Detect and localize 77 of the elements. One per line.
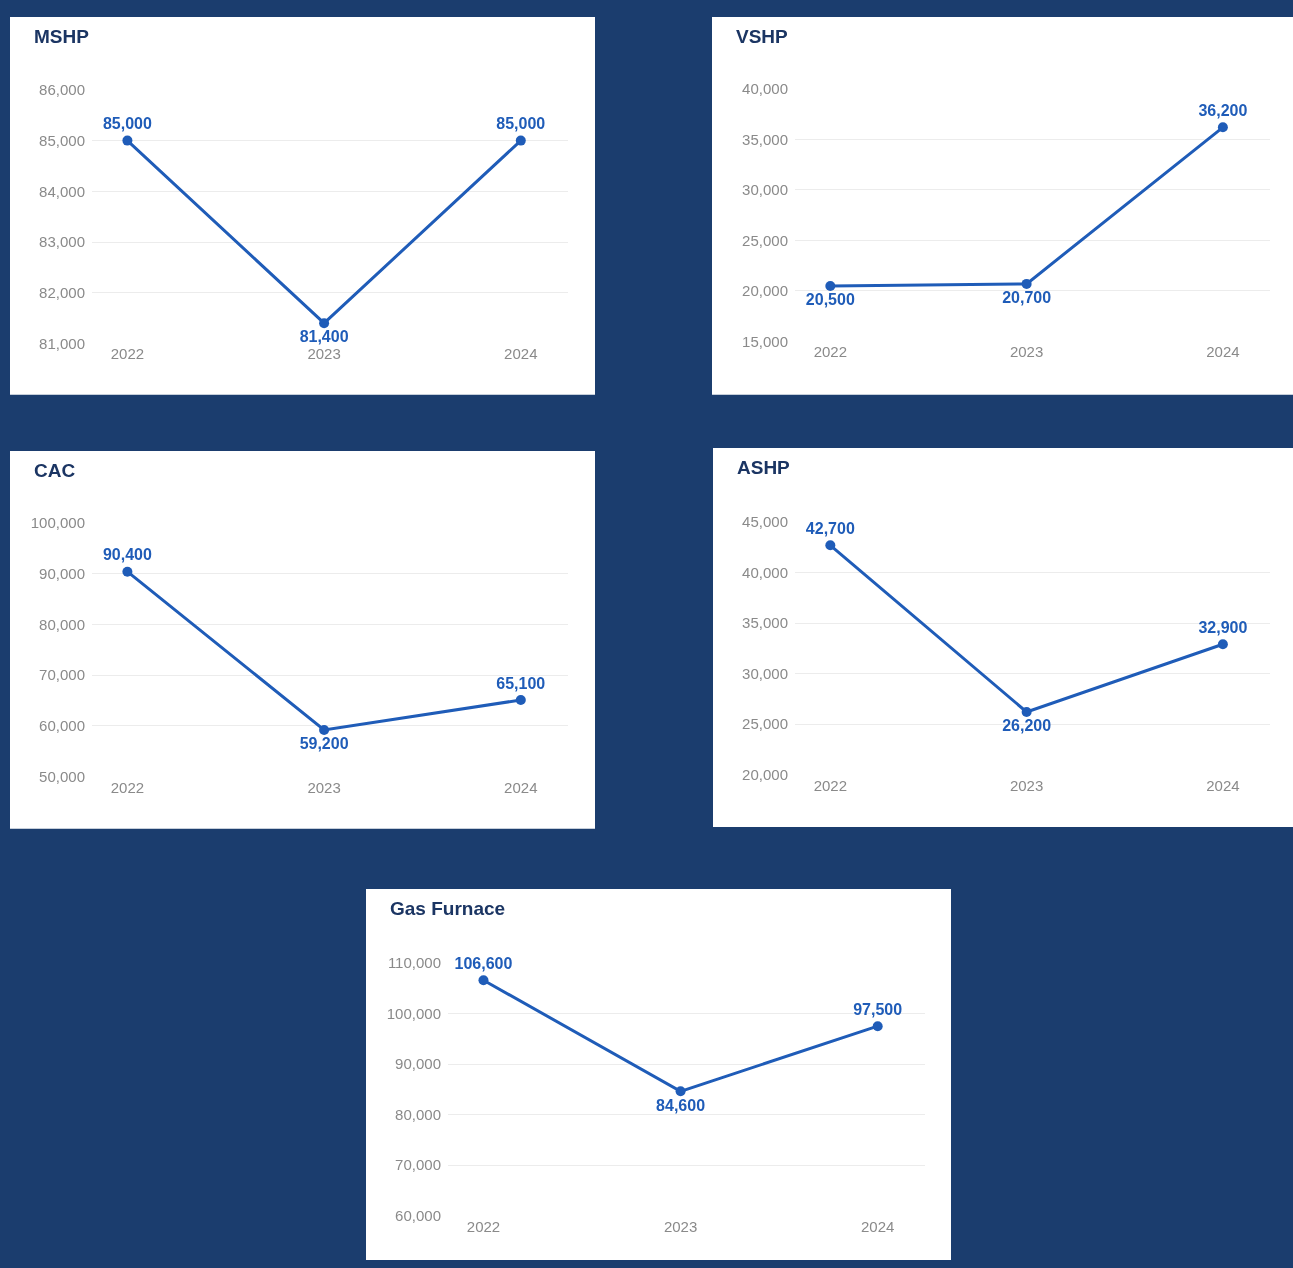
- y-tick-label: 83,000: [39, 233, 85, 251]
- x-tick-label: 2022: [813, 343, 848, 361]
- y-tick-label: 82,000: [39, 283, 85, 301]
- y-tick-label: 110,000: [387, 954, 441, 972]
- y-tick-label: 70,000: [395, 1156, 441, 1174]
- y-tick-label: 20,000: [742, 282, 788, 300]
- x-tick-label: 2024: [1206, 776, 1240, 794]
- chart-title: VSHP: [736, 26, 789, 47]
- x-tick-label: 2024: [504, 345, 538, 363]
- data-label: 20,700: [1002, 289, 1052, 307]
- point: [825, 280, 836, 291]
- x-tick-label: 2023: [1009, 343, 1044, 361]
- y-tick-label: 40,000: [742, 80, 788, 98]
- y-tick-label: 50,000: [39, 767, 85, 785]
- x-tick-label: 2023: [307, 345, 341, 363]
- y-tick-label: 15,000: [742, 332, 788, 350]
- data-label: 32,900: [1198, 619, 1248, 637]
- y-tick-label: 30,000: [742, 664, 788, 682]
- point: [1217, 122, 1228, 133]
- chart-title: CAC: [34, 460, 76, 481]
- y-tick-label: 25,000: [742, 231, 788, 249]
- data-label: 85,000: [496, 115, 546, 133]
- y-tick-label: 85,000: [39, 131, 85, 149]
- y-tick-label: 45,000: [742, 513, 788, 531]
- x-tick-label: 2024: [1206, 343, 1240, 361]
- data-label: 85,000: [102, 115, 152, 133]
- x-tick-label: 2022: [466, 1217, 501, 1235]
- data-label: 36,200: [1198, 102, 1248, 120]
- data-label: 90,400: [102, 546, 152, 564]
- x-tick-label: 2024: [861, 1217, 895, 1235]
- y-tick-label: 35,000: [742, 614, 788, 632]
- x-tick-label: 2022: [110, 778, 145, 796]
- y-tick-label: 100,000: [30, 514, 85, 532]
- point: [675, 1086, 686, 1097]
- y-tick-label: 81,000: [39, 334, 85, 352]
- point: [1021, 278, 1032, 289]
- x-tick-label: 2024: [504, 778, 538, 796]
- point: [515, 695, 526, 705]
- chart-title: ASHP: [737, 457, 791, 478]
- x-tick-label: 2022: [110, 345, 145, 363]
- y-tick-label: 80,000: [39, 615, 85, 633]
- y-tick-label: 100,000: [386, 1004, 441, 1022]
- y-tick-label: 86,000: [39, 81, 85, 99]
- data-label: 84,600: [656, 1096, 706, 1114]
- point: [122, 566, 133, 577]
- data-label: 97,500: [853, 1000, 903, 1018]
- y-tick-label: 60,000: [39, 717, 85, 735]
- chart-title: MSHP: [34, 26, 90, 47]
- y-tick-label: 30,000: [742, 181, 788, 199]
- data-label: 42,700: [805, 520, 855, 538]
- y-tick-label: 20,000: [742, 765, 788, 783]
- point: [1217, 639, 1228, 650]
- point: [872, 1021, 883, 1032]
- x-tick-label: 2023: [663, 1217, 698, 1235]
- y-tick-label: 60,000: [395, 1206, 441, 1224]
- y-tick-label: 90,000: [39, 564, 85, 582]
- data-label: 65,100: [496, 674, 546, 692]
- x-tick-label: 2023: [307, 778, 341, 796]
- y-tick-label: 84,000: [39, 182, 85, 200]
- y-tick-label: 40,000: [742, 563, 788, 581]
- point: [825, 540, 836, 551]
- point: [319, 724, 330, 735]
- point: [478, 975, 489, 986]
- data-label: 81,400: [299, 328, 349, 346]
- y-tick-label: 35,000: [742, 130, 788, 148]
- x-tick-label: 2022: [813, 776, 848, 794]
- y-tick-label: 80,000: [395, 1105, 441, 1123]
- data-label: 59,200: [299, 735, 349, 753]
- y-tick-label: 90,000: [395, 1055, 441, 1073]
- point: [1021, 706, 1032, 717]
- data-label: 20,500: [805, 291, 855, 309]
- chart-title: Gas Furnace: [390, 898, 506, 919]
- y-tick-label: 25,000: [742, 715, 788, 733]
- data-label: 26,200: [1002, 717, 1052, 735]
- data-label: 106,600: [454, 954, 513, 972]
- y-tick-label: 70,000: [39, 666, 85, 684]
- x-tick-label: 2023: [1009, 776, 1044, 794]
